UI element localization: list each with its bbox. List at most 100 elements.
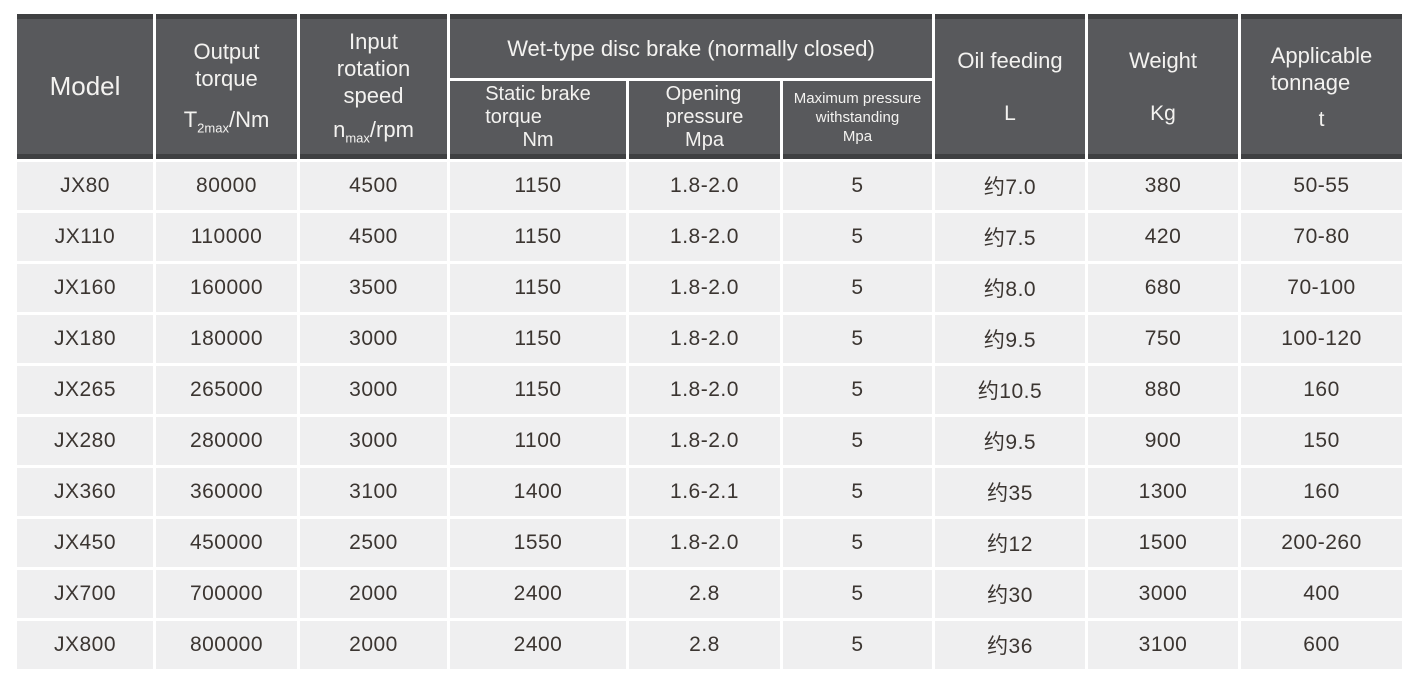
header-static-brake-unit: Nm	[522, 129, 554, 151]
cell-max-pressure: 5	[783, 468, 932, 516]
header-tonnage: Applicable tonnage t	[1241, 14, 1402, 159]
cell-max-pressure: 5	[783, 162, 932, 210]
cell-weight: 380	[1088, 162, 1238, 210]
cell-weight: 880	[1088, 366, 1238, 414]
cell-model: JX800	[17, 621, 153, 669]
cell-oil-feeding: 约7.0	[935, 162, 1085, 210]
cell-tonnage: 150	[1241, 417, 1402, 465]
cell-static-brake-torque: 1150	[450, 315, 626, 363]
cell-oil-feeding: 约9.5	[935, 417, 1085, 465]
cell-tonnage: 50-55	[1241, 162, 1402, 210]
symbol-unit: /rpm	[369, 116, 414, 142]
cell-tonnage: 160	[1241, 468, 1402, 516]
header-opening-pressure-line2: pressure	[665, 106, 744, 128]
header-input-speed-line2: rotation	[336, 55, 411, 81]
symbol-base: T	[183, 106, 198, 132]
cell-static-brake-torque: 1100	[450, 417, 626, 465]
cell-oil-feeding: 约12	[935, 519, 1085, 567]
spec-table: Model Output torque T2max/Nm Input rotat…	[17, 14, 1402, 669]
cell-model: JX160	[17, 264, 153, 312]
cell-output-torque: 360000	[156, 468, 297, 516]
header-max-pressure-line2: withstanding	[815, 109, 900, 126]
cell-model: JX110	[17, 213, 153, 261]
cell-oil-feeding: 约35	[935, 468, 1085, 516]
header-brake-group-label: Wet-type disc brake (normally closed)	[507, 35, 875, 61]
symbol-subscript: max	[345, 130, 370, 146]
cell-static-brake-torque: 1150	[450, 162, 626, 210]
cell-tonnage: 70-100	[1241, 264, 1402, 312]
header-tonnage-line1: Applicable	[1270, 42, 1373, 68]
cell-input-speed: 3000	[300, 315, 447, 363]
header-output-torque-line2: torque	[195, 65, 258, 91]
cell-input-speed: 2000	[300, 570, 447, 618]
cell-model: JX180	[17, 315, 153, 363]
cell-tonnage: 400	[1241, 570, 1402, 618]
header-tonnage-line2: tonnage	[1270, 69, 1351, 95]
header-opening-pressure: Opening pressure Mpa	[629, 81, 780, 159]
header-opening-pressure-line1: Opening	[665, 83, 742, 105]
cell-output-torque: 265000	[156, 366, 297, 414]
header-oil-feeding: Oil feeding L	[935, 14, 1085, 159]
cell-model: JX700	[17, 570, 153, 618]
cell-input-speed: 4500	[300, 162, 447, 210]
cell-model: JX280	[17, 417, 153, 465]
cell-max-pressure: 5	[783, 264, 932, 312]
cell-static-brake-torque: 1150	[450, 213, 626, 261]
cell-static-brake-torque: 1400	[450, 468, 626, 516]
header-model-label: Model	[49, 71, 121, 101]
header-tonnage-lines: Applicable tonnage	[1271, 42, 1373, 96]
cell-oil-feeding: 约30	[935, 570, 1085, 618]
cell-opening-pressure: 1.8-2.0	[629, 264, 780, 312]
cell-input-speed: 2000	[300, 621, 447, 669]
cell-opening-pressure: 1.6-2.1	[629, 468, 780, 516]
header-output-torque-symbol: T2max/Nm	[184, 107, 270, 135]
cell-oil-feeding: 约10.5	[935, 366, 1085, 414]
cell-opening-pressure: 1.8-2.0	[629, 519, 780, 567]
cell-max-pressure: 5	[783, 519, 932, 567]
cell-weight: 750	[1088, 315, 1238, 363]
cell-weight: 1500	[1088, 519, 1238, 567]
cell-model: JX360	[17, 468, 153, 516]
cell-input-speed: 4500	[300, 213, 447, 261]
cell-output-torque: 800000	[156, 621, 297, 669]
cell-max-pressure: 5	[783, 213, 932, 261]
header-brake-group: Wet-type disc brake (normally closed)	[450, 14, 932, 78]
cell-output-torque: 80000	[156, 162, 297, 210]
cell-max-pressure: 5	[783, 570, 932, 618]
cell-tonnage: 200-260	[1241, 519, 1402, 567]
cell-max-pressure: 5	[783, 366, 932, 414]
header-input-speed-line1: Input	[349, 28, 398, 54]
cell-opening-pressure: 2.8	[629, 621, 780, 669]
cell-static-brake-torque: 1150	[450, 264, 626, 312]
symbol-subscript: 2max	[197, 120, 229, 136]
cell-oil-feeding: 约9.5	[935, 315, 1085, 363]
header-max-pressure-unit: Mpa	[842, 128, 873, 145]
cell-tonnage: 100-120	[1241, 315, 1402, 363]
header-max-pressure-line1: Maximum pressure	[793, 90, 922, 107]
header-max-pressure: Maximum pressure withstanding Mpa	[783, 81, 932, 159]
symbol-base: n	[333, 116, 346, 142]
header-static-brake-line1: Static brake	[485, 83, 591, 105]
cell-output-torque: 280000	[156, 417, 297, 465]
header-oil-feeding-label: Oil feeding	[957, 48, 1063, 73]
cell-opening-pressure: 1.8-2.0	[629, 366, 780, 414]
header-output-torque-line1: Output	[193, 38, 260, 64]
symbol-unit: /Nm	[228, 106, 270, 132]
header-static-brake-line2: torque	[485, 106, 542, 128]
cell-model: JX265	[17, 366, 153, 414]
header-weight-label: Weight	[1128, 48, 1198, 73]
cell-max-pressure: 5	[783, 417, 932, 465]
cell-model: JX80	[17, 162, 153, 210]
cell-opening-pressure: 1.8-2.0	[629, 162, 780, 210]
cell-tonnage: 70-80	[1241, 213, 1402, 261]
header-input-speed-symbol: nmax/rpm	[333, 117, 414, 145]
cell-oil-feeding: 约36	[935, 621, 1085, 669]
cell-opening-pressure: 1.8-2.0	[629, 417, 780, 465]
header-opening-pressure-lines: Opening pressure	[666, 83, 744, 129]
cell-static-brake-torque: 2400	[450, 621, 626, 669]
cell-static-brake-torque: 1150	[450, 366, 626, 414]
cell-weight: 3100	[1088, 621, 1238, 669]
header-oil-feeding-unit: L	[1004, 102, 1016, 125]
cell-opening-pressure: 1.8-2.0	[629, 213, 780, 261]
